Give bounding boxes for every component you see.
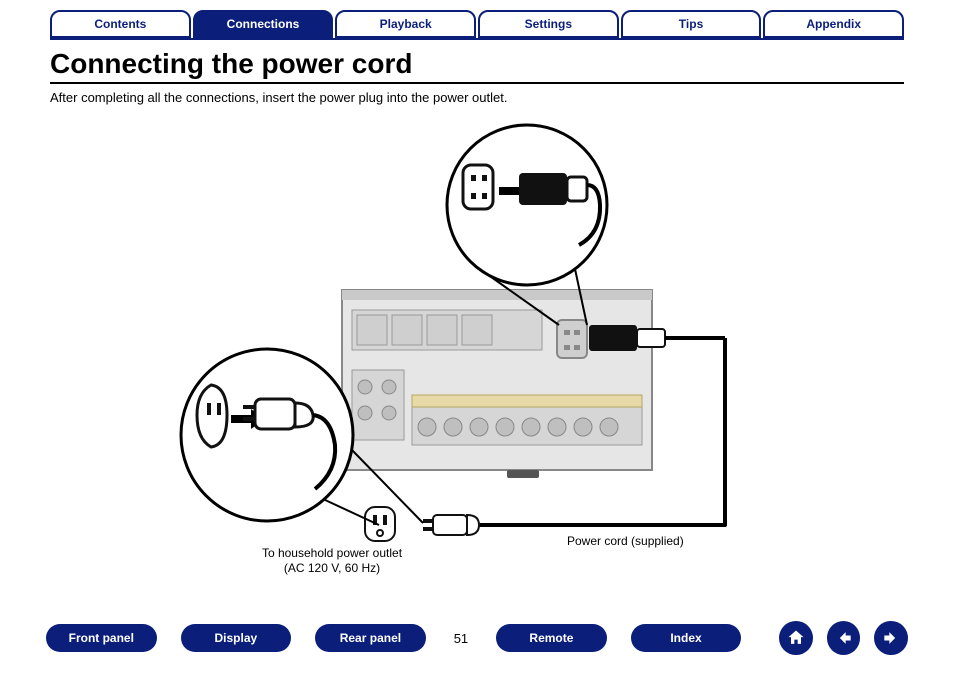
bottom-bar: Front panel Display Rear panel 51 Remote…	[0, 621, 954, 655]
outlet-caption-1: To household power outlet	[262, 546, 403, 560]
tab-contents[interactable]: Contents	[50, 10, 191, 38]
arrow-left-icon	[834, 628, 854, 648]
wall-outlet-icon	[365, 507, 395, 541]
btn-display[interactable]: Display	[181, 624, 292, 652]
tab-playback[interactable]: Playback	[335, 10, 476, 38]
top-tab-bar: Contents Connections Playback Settings T…	[0, 0, 954, 38]
page-number: 51	[454, 631, 468, 646]
tab-appendix[interactable]: Appendix	[763, 10, 904, 38]
diagram: Power cord (supplied) To household power…	[127, 115, 827, 575]
wall-plug-on-cord	[423, 515, 479, 535]
page-title: Connecting the power cord	[50, 48, 904, 84]
btn-remote[interactable]: Remote	[496, 624, 607, 652]
forward-button[interactable]	[874, 621, 908, 655]
btn-rear-panel[interactable]: Rear panel	[315, 624, 426, 652]
arrow-right-icon	[881, 628, 901, 648]
tab-settings[interactable]: Settings	[478, 10, 619, 38]
back-button[interactable]	[827, 621, 861, 655]
cord-caption: Power cord (supplied)	[567, 534, 684, 548]
diagram-svg: Power cord (supplied) To household power…	[127, 115, 827, 575]
outlet-caption-2: (AC 120 V, 60 Hz)	[284, 561, 380, 575]
intro-text: After completing all the connections, in…	[50, 90, 904, 105]
rear-panel	[342, 290, 652, 478]
tab-connections[interactable]: Connections	[193, 10, 334, 38]
page-content: Connecting the power cord After completi…	[0, 40, 954, 575]
btn-front-panel[interactable]: Front panel	[46, 624, 157, 652]
iec-plug-on-panel	[589, 325, 725, 351]
btn-index[interactable]: Index	[631, 624, 742, 652]
tab-tips[interactable]: Tips	[621, 10, 762, 38]
home-button[interactable]	[779, 621, 813, 655]
home-icon	[786, 628, 806, 648]
